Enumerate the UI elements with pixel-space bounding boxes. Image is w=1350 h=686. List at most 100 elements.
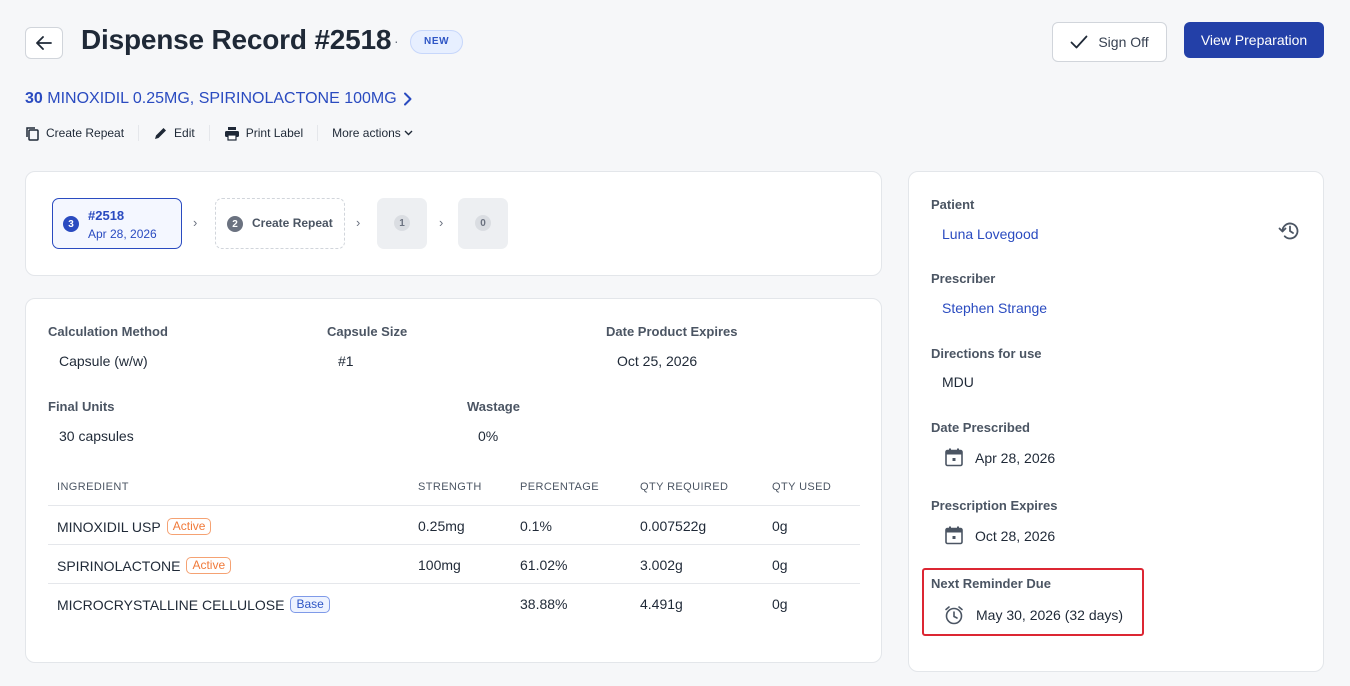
print-label-label: Print Label xyxy=(245,126,304,140)
column-header: QTY REQUIRED xyxy=(640,481,729,493)
column-header: QTY USED xyxy=(772,481,832,493)
directions-label: Directions for use xyxy=(931,346,1042,361)
step-remaining: 0 xyxy=(458,198,508,249)
qty-required-cell: 3.002g xyxy=(640,557,683,573)
create-repeat-label: Create Repeat xyxy=(46,126,125,140)
column-header: PERCENTAGE xyxy=(520,481,599,493)
edit-label: Edit xyxy=(174,126,195,140)
divider xyxy=(208,125,210,141)
view-preparation-button[interactable]: View Preparation xyxy=(1184,22,1324,58)
pencil-icon xyxy=(155,127,167,139)
step-current[interactable]: 3 #2518 Apr 28, 2026 xyxy=(52,198,182,249)
step-number: 0 xyxy=(475,215,491,231)
copy-icon xyxy=(26,126,39,141)
qty-used-cell: 0g xyxy=(772,557,788,573)
create-repeat-button[interactable]: Create Repeat xyxy=(25,126,124,141)
table-row: MINOXIDIL USP Active 0.25mg 0.1% 0.00752… xyxy=(48,505,860,544)
step-number: 2 xyxy=(227,216,243,232)
step-create-repeat[interactable]: 2 Create Repeat xyxy=(215,198,345,249)
next-reminder-row: May 30, 2026 (32 days) xyxy=(944,605,1123,625)
final-units-value: 30 capsules xyxy=(59,428,134,444)
dispense-details-card: Calculation Method Capsule (w/w) Capsule… xyxy=(25,298,882,663)
step-label: Create Repeat xyxy=(252,216,333,230)
prescriber-label: Prescriber xyxy=(931,271,996,286)
qty-used-cell: 0g xyxy=(772,518,788,534)
date-product-expires-value: Oct 25, 2026 xyxy=(617,353,698,369)
status-badge: NEW xyxy=(410,30,464,54)
qty-used-cell: 0g xyxy=(772,596,788,612)
prescription-quantity: 30 xyxy=(25,90,43,107)
next-reminder-label: Next Reminder Due xyxy=(931,576,1051,591)
more-actions-label: More actions xyxy=(332,126,401,140)
back-arrow-icon xyxy=(36,36,52,50)
table-row: SPIRINOLACTONE Active 100mg 61.02% 3.002… xyxy=(48,544,860,583)
check-icon xyxy=(1070,35,1088,49)
ingredient-cell: SPIRINOLACTONE Active xyxy=(57,557,232,574)
calendar-icon xyxy=(945,448,963,467)
step-chevron-icon: › xyxy=(439,215,444,230)
prescription-link[interactable]: 30 MINOXIDIL 0.25MG, SPIRINOLACTONE 100M… xyxy=(25,90,413,108)
divider xyxy=(138,125,140,141)
ingredient-tag: Active xyxy=(166,518,212,535)
next-reminder-value: May 30, 2026 (32 days) xyxy=(976,607,1124,623)
column-header: STRENGTH xyxy=(418,481,482,493)
column-header: INGREDIENT xyxy=(57,481,129,493)
step-date: Apr 28, 2026 xyxy=(88,227,157,241)
step-number: 1 xyxy=(394,215,410,231)
prescription-expires-label: Prescription Expires xyxy=(931,498,1058,513)
alarm-clock-icon xyxy=(945,606,963,625)
patient-link[interactable]: Luna Lovegood xyxy=(942,226,1039,242)
prescription-info-card: Patient Luna Lovegood Prescriber Stephen… xyxy=(908,171,1324,672)
date-prescribed-label: Date Prescribed xyxy=(931,420,1030,435)
prescriber-link[interactable]: Stephen Strange xyxy=(942,300,1048,316)
history-icon[interactable] xyxy=(1278,221,1300,246)
page-title: Dispense Record #2518 xyxy=(81,24,392,55)
next-reminder-highlight xyxy=(922,568,1144,636)
date-prescribed-row: Apr 28, 2026 xyxy=(945,448,1055,467)
directions-value: MDU xyxy=(942,374,974,390)
ingredient-name: MINOXIDIL USP xyxy=(57,518,161,535)
step-remaining: 1 xyxy=(377,198,427,249)
final-units-label: Final Units xyxy=(48,399,115,414)
ingredient-tag: Base xyxy=(290,596,330,613)
calendar-icon xyxy=(945,526,963,545)
ingredient-name: SPIRINOLACTONE xyxy=(57,557,181,574)
qty-required-cell: 4.491g xyxy=(640,596,683,612)
step-number: 3 xyxy=(63,216,79,232)
chevron-right-icon xyxy=(403,92,412,106)
repeat-stepper-card: 3 #2518 Apr 28, 2026 › 2 Create Repeat ›… xyxy=(25,171,882,276)
sign-off-label: Sign Off xyxy=(1098,34,1149,50)
ingredient-name: MICROCRYSTALLINE CELLULOSE xyxy=(57,596,285,613)
more-actions-button[interactable]: More actions xyxy=(332,126,413,140)
strength-cell: 0.25mg xyxy=(418,518,465,534)
wastage-label: Wastage xyxy=(467,399,520,414)
calculation-method-value: Capsule (w/w) xyxy=(59,353,148,369)
date-product-expires-label: Date Product Expires xyxy=(606,324,738,339)
date-prescribed-value: Apr 28, 2026 xyxy=(975,449,1056,466)
prescription-name: MINOXIDIL 0.25MG, SPIRINOLACTONE 100MG xyxy=(47,90,397,107)
printer-icon xyxy=(224,126,239,141)
ingredient-cell: MINOXIDIL USP Active xyxy=(57,518,212,535)
capsule-size-label: Capsule Size xyxy=(327,324,408,339)
prescription-expires-row: Oct 28, 2026 xyxy=(945,526,1055,545)
strength-cell: 100mg xyxy=(418,557,461,573)
capsule-size-value: #1 xyxy=(338,353,354,369)
patient-label: Patient xyxy=(931,197,975,212)
ingredient-cell: MICROCRYSTALLINE CELLULOSE Base xyxy=(57,596,330,613)
percentage-cell: 61.02% xyxy=(520,557,568,573)
back-button[interactable] xyxy=(25,27,63,59)
prescription-expires-value: Oct 28, 2026 xyxy=(975,527,1056,544)
sign-off-button[interactable]: Sign Off xyxy=(1052,22,1167,62)
chevron-down-icon xyxy=(404,130,413,136)
ingredient-tag: Active xyxy=(186,557,232,574)
percentage-cell: 0.1% xyxy=(520,518,552,534)
step-title: #2518 xyxy=(88,208,125,223)
title-separator: · xyxy=(394,33,399,49)
table-row: MICROCRYSTALLINE CELLULOSE Base 38.88% 4… xyxy=(48,583,860,622)
edit-button[interactable]: Edit xyxy=(153,126,195,141)
print-label-button[interactable]: Print Label xyxy=(224,126,303,141)
action-bar: Create Repeat Edit Print Label More acti… xyxy=(25,124,413,142)
percentage-cell: 38.88% xyxy=(520,596,568,612)
qty-required-cell: 0.007522g xyxy=(640,518,707,534)
step-chevron-icon: › xyxy=(356,215,361,230)
